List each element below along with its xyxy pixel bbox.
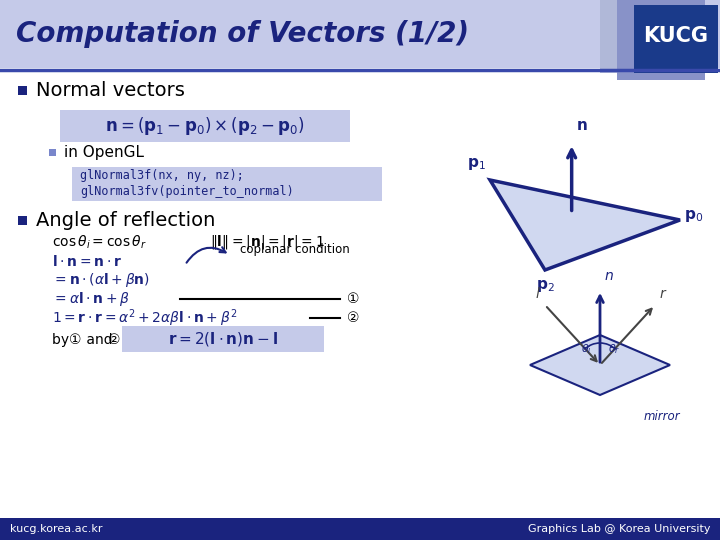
Text: $\mathbf{p}_0$: $\mathbf{p}_0$ (684, 208, 703, 224)
Text: Graphics Lab @ Korea University: Graphics Lab @ Korea University (528, 524, 710, 534)
Text: ①: ① (347, 292, 359, 306)
Text: Angle of reflection: Angle of reflection (36, 211, 215, 229)
FancyBboxPatch shape (0, 0, 720, 68)
Text: by: by (52, 333, 73, 347)
Text: and: and (82, 333, 117, 347)
Text: KUCG: KUCG (644, 26, 708, 46)
FancyBboxPatch shape (17, 215, 27, 225)
FancyBboxPatch shape (0, 518, 720, 540)
FancyBboxPatch shape (122, 326, 324, 352)
Text: $\mathbf{r} = 2(\mathbf{l} \cdot \mathbf{n})\mathbf{n} - \mathbf{l}$: $\mathbf{r} = 2(\mathbf{l} \cdot \mathbf… (168, 330, 278, 348)
Text: $\theta_i$: $\theta_i$ (580, 342, 591, 356)
Polygon shape (530, 335, 670, 395)
FancyBboxPatch shape (72, 167, 382, 201)
Text: coplanar condition: coplanar condition (240, 244, 350, 256)
FancyBboxPatch shape (634, 5, 718, 73)
Text: $\cos\theta_i = \cos\theta_r$: $\cos\theta_i = \cos\theta_r$ (52, 233, 147, 251)
FancyBboxPatch shape (617, 0, 705, 80)
Text: ①: ① (69, 333, 81, 347)
Text: $= \alpha\mathbf{l} \cdot \mathbf{n} + \beta$: $= \alpha\mathbf{l} \cdot \mathbf{n} + \… (52, 290, 130, 308)
Text: $\mathbf{l} \cdot \mathbf{n} = \mathbf{n} \cdot \mathbf{r}$: $\mathbf{l} \cdot \mathbf{n} = \mathbf{n… (52, 254, 122, 269)
Text: $\mathbf{p}_2$: $\mathbf{p}_2$ (536, 278, 554, 294)
Text: $l$: $l$ (535, 286, 541, 301)
Text: Normal vectors: Normal vectors (36, 80, 185, 99)
Text: ②: ② (347, 311, 359, 325)
Text: $\mathbf{n} = (\mathbf{p}_1 - \mathbf{p}_0) \times (\mathbf{p}_2 - \mathbf{p}_0): $\mathbf{n} = (\mathbf{p}_1 - \mathbf{p}… (105, 115, 305, 137)
Text: glNormal3f(nx, ny, nz);: glNormal3f(nx, ny, nz); (80, 170, 244, 183)
Text: ②: ② (108, 333, 120, 347)
Text: Computation of Vectors (1/2): Computation of Vectors (1/2) (16, 20, 469, 48)
Polygon shape (490, 180, 680, 270)
Text: mirror: mirror (644, 410, 680, 423)
Text: $\|\mathbf{l}\| = |\mathbf{n}| = |\mathbf{r}| = 1$: $\|\mathbf{l}\| = |\mathbf{n}| = |\mathb… (210, 233, 325, 251)
Text: kucg.korea.ac.kr: kucg.korea.ac.kr (10, 524, 102, 534)
Text: $1 = \mathbf{r} \cdot \mathbf{r} = \alpha^2 + 2\alpha\beta\mathbf{l} \cdot \math: $1 = \mathbf{r} \cdot \mathbf{r} = \alph… (52, 307, 238, 329)
Text: glNormal3fv(pointer_to_normal): glNormal3fv(pointer_to_normal) (80, 185, 294, 198)
Text: $\mathbf{p}_1$: $\mathbf{p}_1$ (467, 156, 486, 172)
Text: $= \mathbf{n} \cdot (\alpha\mathbf{l} + \beta\mathbf{n})$: $= \mathbf{n} \cdot (\alpha\mathbf{l} + … (52, 271, 150, 289)
Text: $n$: $n$ (604, 269, 614, 283)
FancyArrowPatch shape (186, 247, 225, 262)
FancyBboxPatch shape (17, 85, 27, 94)
FancyBboxPatch shape (600, 0, 675, 73)
Text: $\mathbf{n}$: $\mathbf{n}$ (576, 118, 588, 133)
FancyBboxPatch shape (48, 148, 55, 156)
FancyBboxPatch shape (60, 110, 350, 142)
Text: in OpenGL: in OpenGL (64, 145, 144, 159)
Text: $\theta_r$: $\theta_r$ (608, 342, 620, 356)
Text: $r$: $r$ (659, 287, 667, 301)
